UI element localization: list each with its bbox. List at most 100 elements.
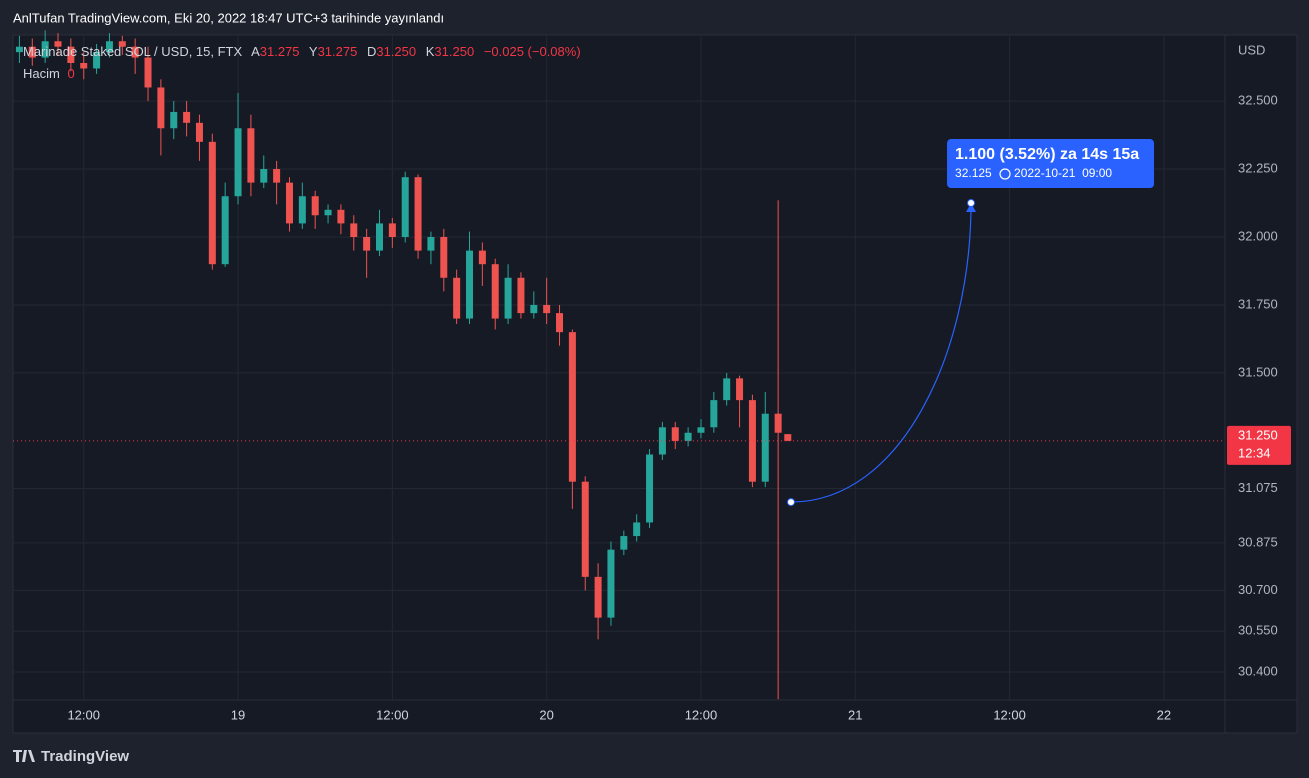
candle-body: [697, 427, 705, 433]
candle-body: [530, 304, 538, 314]
candle-body: [543, 304, 551, 314]
candle-body: [183, 111, 191, 123]
y-tick-label: 32.500: [1238, 93, 1278, 108]
candle-body: [118, 41, 126, 47]
volume-legend: Hacim 0: [23, 66, 75, 81]
price-unit: USD: [1238, 42, 1265, 57]
y-tick-label: 31.500: [1238, 364, 1278, 379]
measure-arrow: [966, 203, 977, 213]
candle-body: [556, 313, 564, 333]
candle-body: [607, 549, 615, 618]
legend-value: 31.275: [260, 44, 300, 59]
legend-key: D: [367, 44, 376, 59]
last-price-tag: [1227, 425, 1291, 465]
legend: Marinade Staked SOL / USD, 15, FTX A31.2…: [23, 44, 581, 59]
candle-body: [620, 536, 628, 550]
legend-value: 31.250: [376, 44, 416, 59]
candle-body: [646, 454, 654, 523]
candle-body: [144, 57, 152, 88]
y-tick-label: 31.075: [1238, 480, 1278, 495]
candle-body: [157, 87, 165, 129]
candle-body: [748, 400, 756, 482]
candle-body: [221, 196, 229, 265]
legend-key: K: [426, 44, 435, 59]
clock-icon: [999, 168, 1011, 180]
candle-body: [478, 250, 486, 265]
candle-body: [311, 196, 319, 216]
candle-body: [723, 378, 731, 401]
candle-body: [273, 169, 281, 183]
candle-body: [363, 237, 371, 251]
candle-body: [401, 177, 409, 238]
y-tick-label: 32.250: [1238, 160, 1278, 175]
x-tick-label: 20: [539, 707, 553, 722]
candle-body: [208, 141, 216, 265]
legend-key: Y: [309, 44, 318, 59]
candle-body: [427, 237, 435, 251]
symbol: Marinade Staked SOL / USD, 15, FTX: [23, 44, 242, 59]
logo-text: TradingView: [41, 748, 129, 765]
candle-body: [736, 378, 744, 401]
candle-body: [684, 432, 692, 441]
y-tick-label: 30.550: [1238, 623, 1278, 638]
candle-body: [568, 332, 576, 482]
candle-body: [15, 46, 23, 53]
logo: TradingView: [13, 748, 129, 765]
candles: [15, 30, 792, 700]
measure-curve: [790, 203, 972, 503]
legend-change: −0.025 (−0.08%): [484, 44, 581, 59]
measure-price: 32.125: [955, 166, 992, 180]
candle-body: [375, 223, 383, 251]
y-tick-label: 32.000: [1238, 228, 1278, 243]
measure-date: 2022-10-21 09:00: [1014, 166, 1112, 180]
candle-body: [581, 481, 589, 577]
candle-body: [761, 413, 769, 482]
measure-label: 1.100 (3.52%) za 14s 15a: [955, 146, 1139, 163]
candle-body: [324, 209, 332, 216]
candle-body: [234, 128, 242, 197]
candle-body: [453, 277, 461, 319]
overlay: 31.250 12:34 1.100 (3.52%) za 14s 15a 32.12…: [13, 139, 1291, 507]
candle-body: [414, 177, 422, 251]
volume-value: 0: [67, 66, 74, 81]
candle-body: [504, 277, 512, 319]
header: AnlTufan TradingView.com, Eki 20, 2022 1…: [13, 10, 444, 25]
candle-body: [388, 223, 396, 238]
candle-body: [41, 41, 49, 58]
candle-body: [247, 128, 255, 183]
candle-body: [350, 223, 358, 238]
candle-body: [195, 122, 203, 142]
x-tick-label: 12:00: [685, 707, 718, 722]
candle-body: [517, 277, 525, 314]
candle-body: [285, 182, 293, 224]
legend-key: A: [251, 44, 260, 59]
volume-label: Hacim: [23, 66, 60, 81]
candle-body: [466, 250, 474, 319]
countdown: 12:34: [1238, 445, 1271, 460]
candle-body: [774, 413, 782, 433]
x-tick-label: 19: [231, 707, 245, 722]
candle-body: [710, 400, 718, 428]
candle-body: [260, 169, 268, 183]
y-tick-label: 30.700: [1238, 582, 1278, 597]
candle-body: [337, 209, 345, 224]
x-tick-label: 22: [1157, 707, 1171, 722]
candle-body: [67, 46, 75, 64]
measure-start: [786, 498, 795, 507]
candle-body: [28, 46, 36, 58]
x-tick-label: 21: [848, 707, 862, 722]
candle-body: [80, 63, 88, 69]
x-tick-label: 12:00: [376, 707, 409, 722]
candle-body: [93, 52, 101, 69]
y-tick-label: 30.400: [1238, 663, 1278, 678]
x-tick-label: 12:00: [67, 707, 100, 722]
candle-body: [633, 522, 641, 537]
candle-body: [105, 41, 113, 53]
candle-body: [131, 46, 139, 58]
measure-box: [947, 139, 1155, 189]
y-tick-label: 30.875: [1238, 534, 1278, 549]
candle-body: [491, 264, 499, 319]
measure-end: [967, 199, 976, 208]
